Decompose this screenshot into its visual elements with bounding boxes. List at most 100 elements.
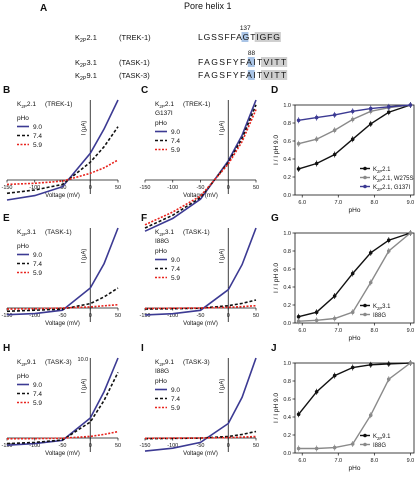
x-tick-label: 7.0	[334, 200, 342, 206]
y-tick-label: 0.0	[283, 321, 291, 327]
x-tick-label: 0	[89, 185, 92, 191]
legend-label: 9.0	[33, 252, 42, 259]
x-axis-label: pHo	[349, 207, 361, 214]
residue-highlight	[247, 57, 255, 67]
data-point	[408, 231, 413, 235]
panel-title: K2P3.1	[17, 229, 36, 237]
x-tick-label: -50	[59, 443, 67, 449]
data-point	[314, 390, 319, 394]
alignment-channel-label: K2P3.1	[75, 58, 97, 69]
y-tick-label: 1.0	[283, 103, 291, 109]
y-tick-label: 1.0	[283, 361, 291, 367]
panel-letter: H	[3, 343, 10, 354]
x-tick-label: -50	[197, 443, 205, 449]
iv-panel-i: I K2P9.1 (TASK-3) I88G -150 -100 -50 0 50 Voltage…	[139, 343, 259, 457]
legend-label: 9.0	[33, 382, 42, 389]
data-point	[408, 103, 413, 107]
panel-subtitle: I88G	[155, 368, 169, 375]
panel-subtitle: I88G	[155, 238, 169, 245]
x-tick-label: -100	[29, 185, 40, 191]
data-point	[350, 310, 355, 315]
data-point	[332, 316, 337, 321]
x-tick-label: -100	[29, 313, 40, 319]
alignment-sequence: FAGSFYFAITVITT	[198, 57, 287, 67]
x-tick-label: 8.0	[371, 458, 379, 464]
data-point	[332, 294, 337, 298]
panel-letter: J	[271, 343, 277, 354]
data-point	[386, 238, 391, 242]
alignment-sequence: FAGSFYFAITVITT	[198, 70, 287, 80]
iv-trace-9-0	[6, 357, 119, 446]
legend-label: 5.9	[171, 147, 180, 154]
data-point	[386, 105, 391, 109]
x-tick-label: 0	[89, 443, 92, 449]
alignment-channel-name: (TREK-1)	[119, 33, 151, 42]
y-tick-label: 0.4	[283, 415, 291, 421]
alignment-channel-label: K2P2.1	[75, 33, 97, 44]
panel-letter-a: A	[40, 3, 47, 14]
y-tick-label: 0.0	[283, 193, 291, 199]
iv-trace-9-0	[144, 227, 257, 316]
x-tick-label: 9.0	[407, 458, 415, 464]
y-axis-label: I (μA)	[219, 379, 225, 394]
legend-label: 5.9	[33, 142, 42, 149]
panel-title: K2P2.1	[17, 101, 36, 109]
plot-frame	[294, 232, 415, 324]
data-point	[296, 141, 301, 146]
legend-title: pHo	[17, 115, 29, 122]
panel-title: K2P2.1	[155, 101, 174, 109]
panel-letter: F	[141, 213, 147, 224]
legend-label: K2P2.1, G137I	[373, 185, 410, 192]
data-point	[296, 446, 301, 451]
data-point	[408, 361, 413, 365]
x-axis-label: pHo	[349, 335, 361, 342]
x-axis-label: pHo	[349, 465, 361, 472]
y-axis-label: I / I pH 9.0	[273, 393, 280, 423]
x-tick-label: 50	[115, 443, 121, 449]
fit-curve	[298, 232, 411, 318]
x-tick-label: 9.0	[407, 200, 415, 206]
data-point	[386, 110, 391, 114]
legend-title: pHo	[17, 243, 29, 250]
data-point	[314, 161, 319, 166]
x-tick-label: -150	[1, 185, 12, 191]
alignment-channel-name: (TASK-3)	[119, 71, 150, 80]
iv-trace-5-9	[144, 304, 257, 310]
residue-number: 88	[248, 50, 256, 57]
x-tick-label: 7.0	[334, 328, 342, 334]
panel-title-name: (TREK-1)	[183, 101, 210, 108]
y-tick-label: 0.8	[283, 379, 291, 385]
x-tick-label: 0	[227, 313, 230, 319]
y-tick-label: 0.2	[283, 175, 291, 181]
x-tick-label: -150	[139, 313, 150, 319]
data-point	[368, 122, 373, 126]
legend-label: 5.9	[171, 405, 180, 412]
panel-title-name: (TREK-1)	[45, 101, 72, 108]
legend-label: 5.9	[33, 270, 42, 277]
legend-label: 7.4	[33, 391, 42, 398]
x-tick-label: 50	[253, 313, 259, 319]
x-tick-label: -50	[59, 185, 67, 191]
y-axis-label: I (μA)	[219, 249, 225, 264]
legend-label: 7.4	[171, 138, 180, 145]
iv-trace-7-4	[144, 104, 257, 229]
iv-trace-5-9	[144, 109, 257, 226]
iv-trace-7-4	[6, 372, 119, 445]
x-tick-label: 50	[253, 443, 259, 449]
panel-a-title: Pore helix 1	[184, 1, 232, 11]
data-point	[386, 249, 391, 253]
iv-trace-9-0	[6, 99, 119, 201]
x-tick-label: -100	[167, 313, 178, 319]
legend-label: K2P2.1, W275S	[373, 176, 414, 183]
data-point	[368, 363, 373, 367]
panel-letter: E	[3, 213, 10, 224]
ph-panel-g: G 0.0 0.2 0.4 0.6 0.8 1.0 6.0 7.0 8.0 9.0 pHo I / I …	[271, 213, 415, 342]
data-point	[368, 106, 373, 111]
y-tick-label: 0.8	[283, 121, 291, 127]
legend-marker	[363, 184, 367, 189]
plot-frame	[294, 362, 415, 454]
panel-letter: C	[141, 85, 148, 96]
legend-title: pHo	[155, 248, 167, 255]
y-axis-label: I (μA)	[81, 249, 87, 264]
